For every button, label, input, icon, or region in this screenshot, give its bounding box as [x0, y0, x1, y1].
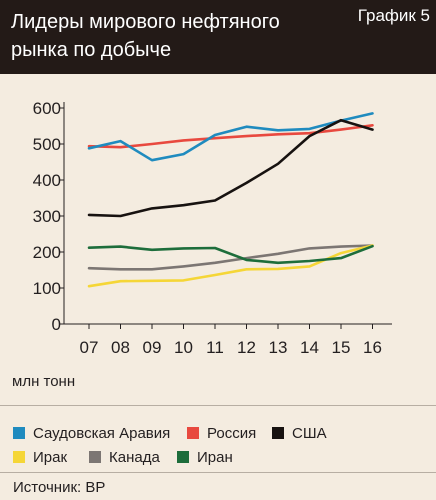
legend-item-usa: США	[272, 424, 327, 442]
legend-label: Иран	[197, 448, 233, 466]
legend-label: Россия	[207, 424, 257, 442]
legend: Саудовская Аравия Россия США Ирак Канада…	[13, 424, 433, 468]
legend-item-russia: Россия	[187, 424, 256, 442]
legend-label: Саудовская Аравия	[33, 424, 171, 442]
series-line	[87, 112, 374, 162]
series-line	[87, 244, 374, 288]
chart-header: Лидеры мирового нефтяного рынка по добыч…	[0, 0, 436, 74]
legend-item-iran: Иран	[177, 448, 233, 466]
y-tick-label: 300	[33, 207, 61, 226]
x-tick-label: 09	[143, 338, 162, 357]
legend-item-saudi: Саудовская Аравия	[13, 424, 170, 442]
y-tick-label: 200	[33, 243, 61, 262]
legend-label: Ирак	[33, 448, 68, 466]
legend-divider-top	[0, 405, 436, 406]
legend-swatch	[13, 427, 25, 439]
legend-swatch	[89, 451, 101, 463]
y-tick-label: 100	[33, 279, 61, 298]
chart-title: Лидеры мирового нефтяного рынка по добыч…	[11, 11, 280, 61]
y-tick-label: 600	[33, 99, 61, 118]
x-tick-label: 16	[363, 338, 382, 357]
legend-item-iraq: Ирак	[13, 448, 67, 466]
legend-item-canada: Канада	[89, 448, 160, 466]
legend-label: Канада	[109, 448, 160, 466]
series-line	[87, 244, 374, 271]
x-tick-label: 12	[237, 338, 256, 357]
figure-number: График 5	[357, 6, 430, 25]
line-chart: 0 100 200 300 400 500 600 07 08 09 10 11 12 13 14 15 16	[33, 99, 392, 357]
x-tick-label: 14	[300, 338, 319, 357]
legend-swatch	[272, 427, 284, 439]
source-note: Источник: BP	[13, 479, 106, 496]
legend-swatch	[187, 427, 199, 439]
x-tick-label: 15	[332, 338, 351, 357]
legend-label: США	[292, 424, 327, 442]
y-tick-label: 500	[33, 135, 61, 154]
series-line	[87, 118, 374, 218]
x-tick-label: 13	[269, 338, 288, 357]
legend-swatch	[177, 451, 189, 463]
x-tick-label: 07	[80, 338, 99, 357]
series-line	[87, 123, 374, 149]
legend-divider-bottom	[0, 472, 436, 473]
y-unit-label: млн тонн	[12, 373, 76, 390]
legend-swatch	[13, 451, 25, 463]
y-tick-label: 400	[33, 171, 61, 190]
x-tick-label: 08	[111, 338, 130, 357]
series-line	[87, 244, 374, 265]
x-tick-label: 10	[174, 338, 193, 357]
x-tick-label: 11	[206, 338, 224, 357]
y-tick-label: 0	[52, 315, 61, 334]
